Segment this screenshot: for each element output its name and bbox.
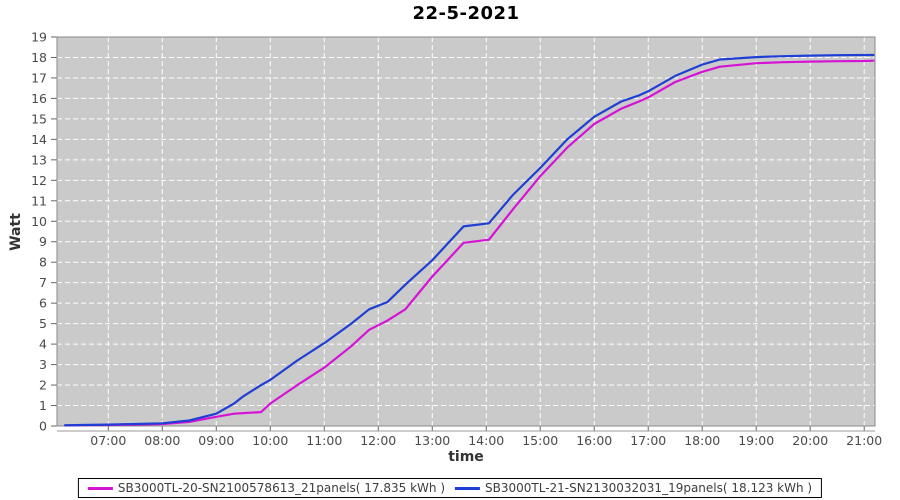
legend: SB3000TL-20-SN2100578613_21panels( 17.83… — [77, 478, 823, 498]
plot-border — [56, 36, 876, 427]
y-tick-label: 3 — [39, 357, 47, 372]
y-tick-label: 1 — [39, 398, 47, 413]
x-tick-label: 07:00 — [90, 433, 126, 448]
y-tick-label: 8 — [39, 255, 47, 270]
y-tick-label: 5 — [39, 316, 47, 331]
y-tick-label: 2 — [39, 378, 47, 393]
legend-item-sb3000tl-21: SB3000TL-21-SN2130032031_19panels( 18.12… — [455, 481, 812, 495]
y-tick-label: 10 — [31, 214, 47, 229]
y-tick-label: 16 — [31, 91, 47, 106]
y-tick-label: 18 — [31, 50, 47, 65]
y-tick-label: 13 — [31, 152, 47, 167]
x-tick-label: 11:00 — [306, 433, 342, 448]
y-tick-label: 11 — [31, 193, 47, 208]
x-tick-label: 09:00 — [198, 433, 234, 448]
x-tick-label: 14:00 — [468, 433, 504, 448]
series-line-sb3000tl-20 — [63, 59, 875, 427]
legend-item-sb3000tl-20: SB3000TL-20-SN2100578613_21panels( 17.83… — [87, 481, 445, 495]
x-tick-label: 16:00 — [576, 433, 612, 448]
y-tick-label: 12 — [31, 173, 47, 188]
x-tick-label: 20:00 — [792, 433, 828, 448]
y-tick-label: 9 — [39, 234, 47, 249]
x-tick-label: 21:00 — [846, 433, 882, 448]
x-tick-label: 13:00 — [414, 433, 450, 448]
x-tick-label: 10:00 — [252, 433, 288, 448]
y-tick-label: 15 — [31, 111, 47, 126]
legend-line-swatch-blue — [455, 486, 480, 490]
chart-title: 22-5-2021 — [412, 3, 520, 24]
y-tick-label: 7 — [39, 275, 47, 290]
legend-label-sb3000tl-21: SB3000TL-21-SN2130032031_19panels( 18.12… — [485, 481, 813, 495]
x-tick-label: 15:00 — [522, 433, 558, 448]
x-tick-label: 17:00 — [630, 433, 666, 448]
x-tick-label: 12:00 — [360, 433, 396, 448]
x-tick-label: 19:00 — [738, 433, 774, 448]
x-tick-label: 18:00 — [684, 433, 720, 448]
plot-background — [57, 37, 875, 426]
series-line-sb3000tl-21 — [63, 53, 875, 427]
legend-label-sb3000tl-20: SB3000TL-20-SN2100578613_21panels( 17.83… — [117, 481, 445, 495]
x-tick-label: 08:00 — [144, 433, 180, 448]
y-tick-label: 19 — [31, 30, 47, 45]
y-tick-label: 0 — [39, 419, 47, 434]
legend-line-swatch-magenta — [87, 486, 113, 490]
y-tick-label: 6 — [39, 296, 47, 311]
x-axis-label: time — [448, 449, 484, 465]
y-tick-label: 17 — [31, 70, 47, 85]
y-tick-label: 4 — [39, 337, 47, 352]
y-tick-label: 14 — [31, 132, 47, 147]
